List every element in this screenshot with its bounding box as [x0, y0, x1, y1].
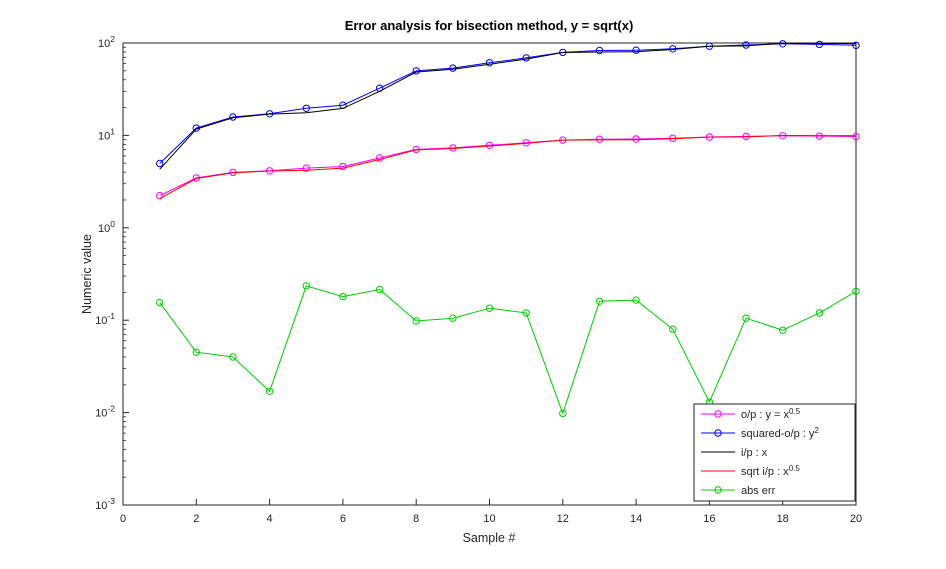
x-tick-label: 4: [267, 513, 273, 525]
legend-sample-marker: [714, 486, 722, 494]
y-tick-label: 100: [98, 219, 115, 235]
series-5-marker: [156, 298, 164, 307]
series-1-marker: [339, 162, 347, 171]
series-2-marker: [632, 46, 640, 54]
series-5-marker: [412, 317, 420, 325]
series-1-marker: [375, 154, 384, 162]
series-5-marker: [852, 287, 860, 296]
legend-entry-label: abs err: [741, 485, 776, 497]
series-2-marker: [156, 159, 164, 168]
series-5-marker: [302, 282, 310, 290]
chart-title: Error analysis for bisection method, y =…: [345, 18, 634, 33]
legend: o/p : y = x0.5 squared-o/p : y2 i/p : x sqr…: [693, 403, 856, 502]
x-tick-label: 18: [777, 513, 789, 525]
x-tick-label: 0: [120, 513, 126, 525]
series-2-marker: [302, 104, 310, 113]
series-3-line: [159, 42, 857, 170]
legend-entry-label: o/p : y = x0.5: [741, 407, 801, 421]
series-5-marker: [229, 353, 237, 361]
x-tick-label: 14: [630, 513, 642, 525]
series-1-marker: [156, 191, 164, 200]
series-2-marker: [485, 59, 494, 67]
series-5-marker: [815, 309, 824, 317]
x-axis-label: Sample #: [463, 531, 516, 545]
y-tick-label: 102: [98, 34, 115, 50]
series-5-marker: [779, 326, 787, 334]
y-tick-label: 10-3: [95, 496, 115, 512]
legend-entry-label: sqrt i/p : x0.5: [741, 464, 800, 478]
x-tick-label: 12: [557, 513, 569, 525]
series-5-marker: [485, 304, 494, 312]
y-axis-label: Numeric value: [80, 234, 94, 314]
y-tick-label: 101: [98, 126, 115, 142]
series-2-marker: [852, 41, 860, 49]
x-tick-label: 6: [340, 513, 346, 525]
series-2-marker: [742, 41, 750, 49]
series-5-marker: [339, 292, 347, 301]
series-5-marker: [449, 314, 457, 322]
series-1-marker: [302, 164, 310, 172]
axes: 0 2 4 6 8 10 12 14 16 18 20 10-3 10-2 10-1 100 101 102: [95, 34, 862, 525]
series-2-marker: [595, 46, 604, 55]
series-1-marker: [852, 132, 860, 141]
series-5-marker: [669, 325, 677, 333]
series-2-marker: [412, 67, 420, 75]
y-tick-label: 10-1: [95, 311, 115, 327]
series-5-marker: [192, 348, 201, 356]
x-tick-label: 2: [193, 513, 199, 525]
series-2-line: [159, 43, 857, 164]
series-5-marker: [632, 296, 640, 304]
x-tick-label: 8: [413, 513, 419, 525]
series-5-marker: [375, 285, 384, 294]
series-5-marker: [559, 409, 567, 418]
y-tick-label: 10-2: [95, 404, 115, 420]
series-group: [156, 40, 860, 418]
series-4-line: [159, 134, 857, 200]
series-5-marker: [522, 309, 530, 317]
series-2-marker: [522, 54, 530, 62]
x-tick-label: 16: [703, 513, 715, 525]
legend-sample-marker: [714, 429, 722, 437]
x-tick-label: 20: [850, 513, 862, 525]
series-2-marker: [815, 40, 824, 49]
series-1-marker: [632, 135, 640, 143]
series-1-marker: [595, 135, 604, 143]
legend-entry-label: squared-o/p : y2: [741, 426, 819, 440]
series-5-marker: [742, 314, 750, 322]
legend-entry-label: i/p : x: [741, 447, 768, 459]
x-tick-label: 10: [483, 513, 495, 525]
series-2-marker: [449, 64, 457, 72]
series-5-marker: [265, 387, 274, 395]
series-5-line: [159, 285, 857, 415]
legend-sample-marker: [714, 410, 722, 418]
series-5-marker: [595, 297, 604, 305]
